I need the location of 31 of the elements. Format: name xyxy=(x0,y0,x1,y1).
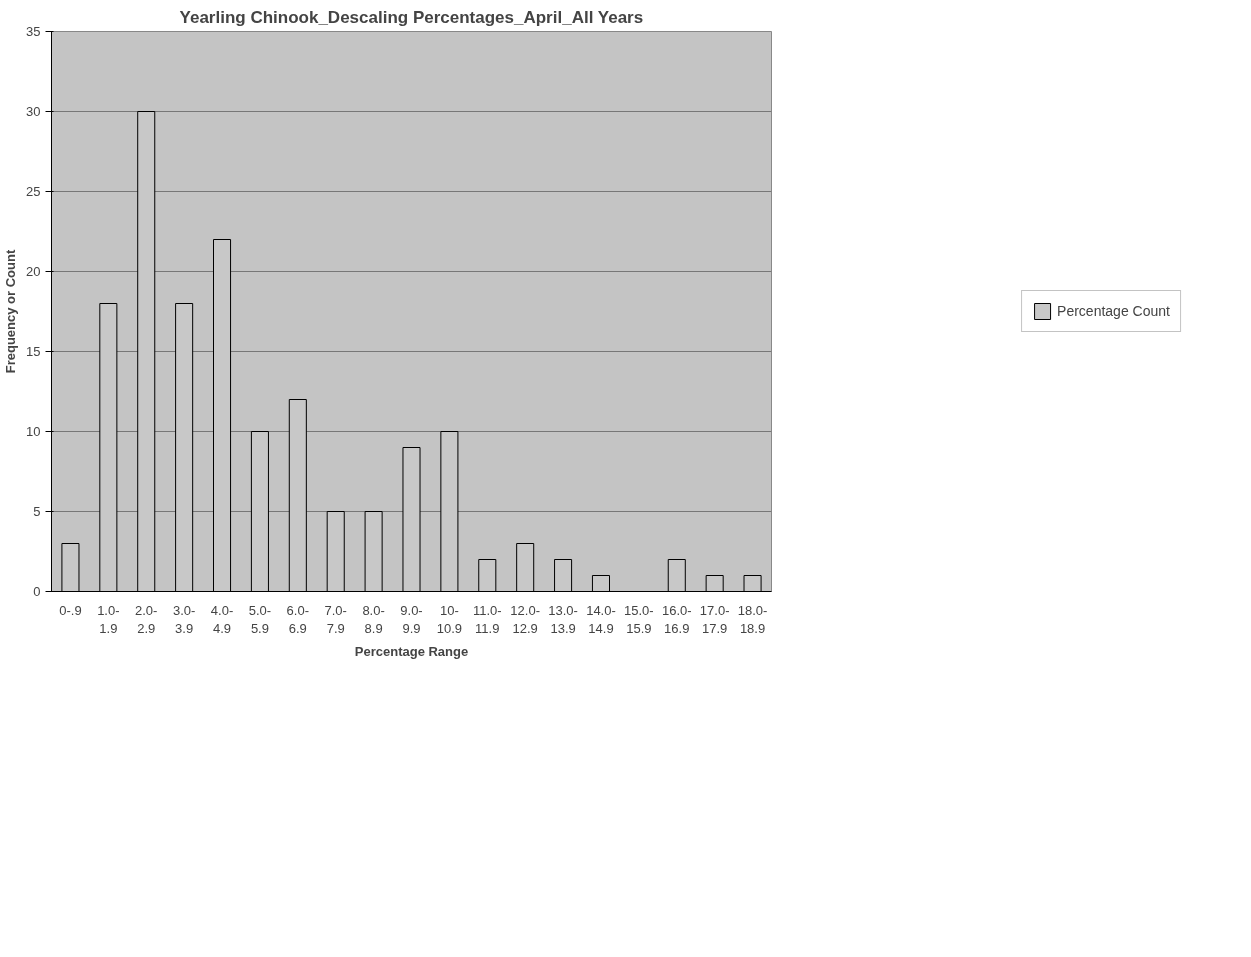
x-tick-label: 3.0- 3.9 xyxy=(172,602,196,636)
x-tick-label: 13.0- 13.9 xyxy=(548,602,578,636)
x-tick-label: 12.0- 12.9 xyxy=(510,602,541,636)
x-tick-label: 11.0- 11.9 xyxy=(472,602,502,636)
y-tick-label: 10 xyxy=(26,424,41,439)
x-tick-label: 17.0- 17.9 xyxy=(699,602,730,636)
y-tick-label: 30 xyxy=(26,104,41,119)
x-tick-label: 18.0- 18.9 xyxy=(737,602,768,636)
x-tick-label: 5.0- 5.9 xyxy=(248,602,272,636)
x-tick-label: 14.0- 14.9 xyxy=(586,602,616,636)
x-tick-label: 10- 10.9 xyxy=(436,602,463,636)
y-tick-label: 15 xyxy=(26,344,41,359)
y-tick-label: 0 xyxy=(33,584,41,599)
legend-label: Percentage Count xyxy=(1057,303,1170,319)
y-tick-label: 25 xyxy=(26,184,41,199)
y-tick-label: 35 xyxy=(26,24,41,39)
x-tick-label: 7.0- 7.9 xyxy=(324,602,347,636)
x-tick-label: 16.0- 16.9 xyxy=(661,602,692,636)
x-tick-label: 8.0- 8.9 xyxy=(362,602,385,636)
x-tick-label: 1.0- 1.9 xyxy=(97,602,120,636)
y-tick-label: 5 xyxy=(33,504,41,519)
x-axis-title: Percentage Range xyxy=(354,643,469,659)
x-tick-label: 6.0- 6.9 xyxy=(286,602,310,636)
x-tick-label: 2.0- 2.9 xyxy=(135,602,158,636)
y-axis-title: Frequency or Count xyxy=(3,249,19,374)
x-tick-label: 0-.9 xyxy=(59,602,82,618)
x-tick-label: 4.0- 4.9 xyxy=(210,602,234,636)
y-tick-label: 20 xyxy=(26,264,41,279)
x-tick-label: 9.0- 9.9 xyxy=(400,602,423,636)
x-tick-label: 15.0- 15.9 xyxy=(624,602,654,636)
chart-title: Yearling Chinook_Descaling Percentages_April_All Years xyxy=(179,7,644,27)
